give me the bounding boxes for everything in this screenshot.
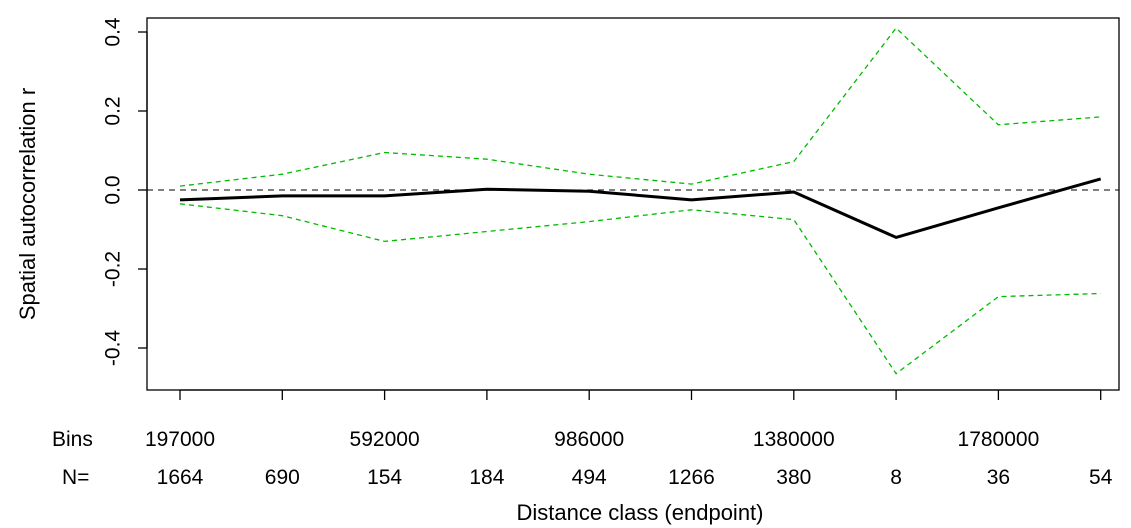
bins-value: 986000 — [554, 428, 624, 451]
bins-value: 1780000 — [958, 428, 1040, 451]
n-value: 8 — [890, 466, 902, 489]
bins-value: 592000 — [350, 428, 420, 451]
y-tick-label: 0.0 — [102, 175, 125, 204]
x-axis — [179, 389, 1102, 400]
series-line-r — [179, 177, 1102, 239]
n-value: 54 — [1089, 466, 1113, 489]
n-value: 380 — [776, 466, 811, 489]
series-line-upper — [179, 27, 1101, 187]
n-value: 494 — [572, 466, 607, 489]
n-row-label: N= — [62, 466, 89, 489]
n-value: 1266 — [668, 466, 715, 489]
n-value: 690 — [265, 466, 300, 489]
y-tick-label: -0.4 — [102, 330, 125, 367]
bins-value: 197000 — [145, 428, 215, 451]
series-line-lower — [179, 203, 1101, 375]
n-value: 154 — [367, 466, 402, 489]
bins-value: 1380000 — [753, 428, 835, 451]
y-tick-label: 0.2 — [102, 96, 125, 125]
n-value: 36 — [987, 466, 1010, 489]
bins-and-n-rows: Bins N= 197000 592000 986000 1380000 1780000… — [52, 428, 1113, 489]
bins-row-label: Bins — [52, 428, 93, 451]
x-axis-label: Distance class (endpoint) — [516, 500, 763, 525]
y-tick-label: -0.2 — [102, 251, 125, 287]
y-axis: -0.4 -0.2 0.0 0.2 0.4 — [102, 17, 148, 366]
n-value: 1664 — [157, 466, 204, 489]
y-axis-label: Spatial autocorrelation r — [15, 88, 40, 320]
series-lines — [147, 27, 1119, 375]
n-value: 184 — [469, 466, 504, 489]
y-tick-label: 0.4 — [102, 17, 125, 47]
